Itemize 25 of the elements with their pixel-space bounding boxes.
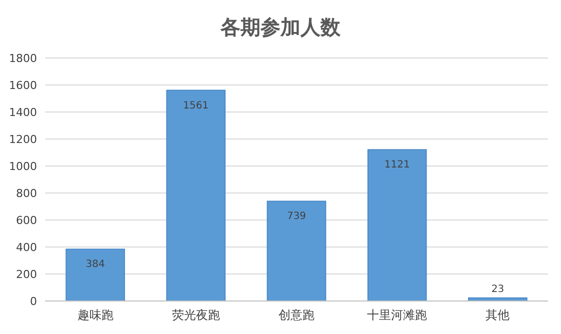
bar — [66, 248, 125, 302]
data-label: 384 — [86, 259, 105, 270]
y-tick-label: 0 — [30, 295, 37, 308]
data-label: 1561 — [183, 100, 209, 112]
y-tick-label: 800 — [16, 187, 37, 200]
bar — [367, 149, 427, 302]
chart-title: 各期参加人数 — [220, 15, 342, 39]
y-tick-label: 1800 — [9, 52, 37, 65]
y-tick-label: 1000 — [9, 160, 37, 173]
bar — [266, 200, 326, 302]
x-tick-label: 十里河滩跑 — [367, 308, 428, 322]
data-label: 1121 — [384, 160, 410, 171]
data-label: 23 — [491, 284, 504, 295]
x-tick-label: 趣味跑 — [77, 308, 114, 322]
y-tick-label: 600 — [16, 214, 37, 227]
x-tick-label: 其他 — [486, 308, 510, 322]
x-tick-label: 创意跑 — [278, 308, 314, 322]
y-tick-label: 200 — [16, 268, 37, 281]
y-tick-label: 400 — [16, 241, 37, 254]
x-tick-label: 荧光夜跑 — [172, 308, 220, 322]
data-label: 739 — [286, 211, 306, 222]
bar — [166, 90, 226, 302]
y-tick-label: 1400 — [9, 106, 37, 119]
y-tick-label: 1200 — [9, 133, 37, 146]
y-tick-label: 1600 — [9, 79, 37, 92]
